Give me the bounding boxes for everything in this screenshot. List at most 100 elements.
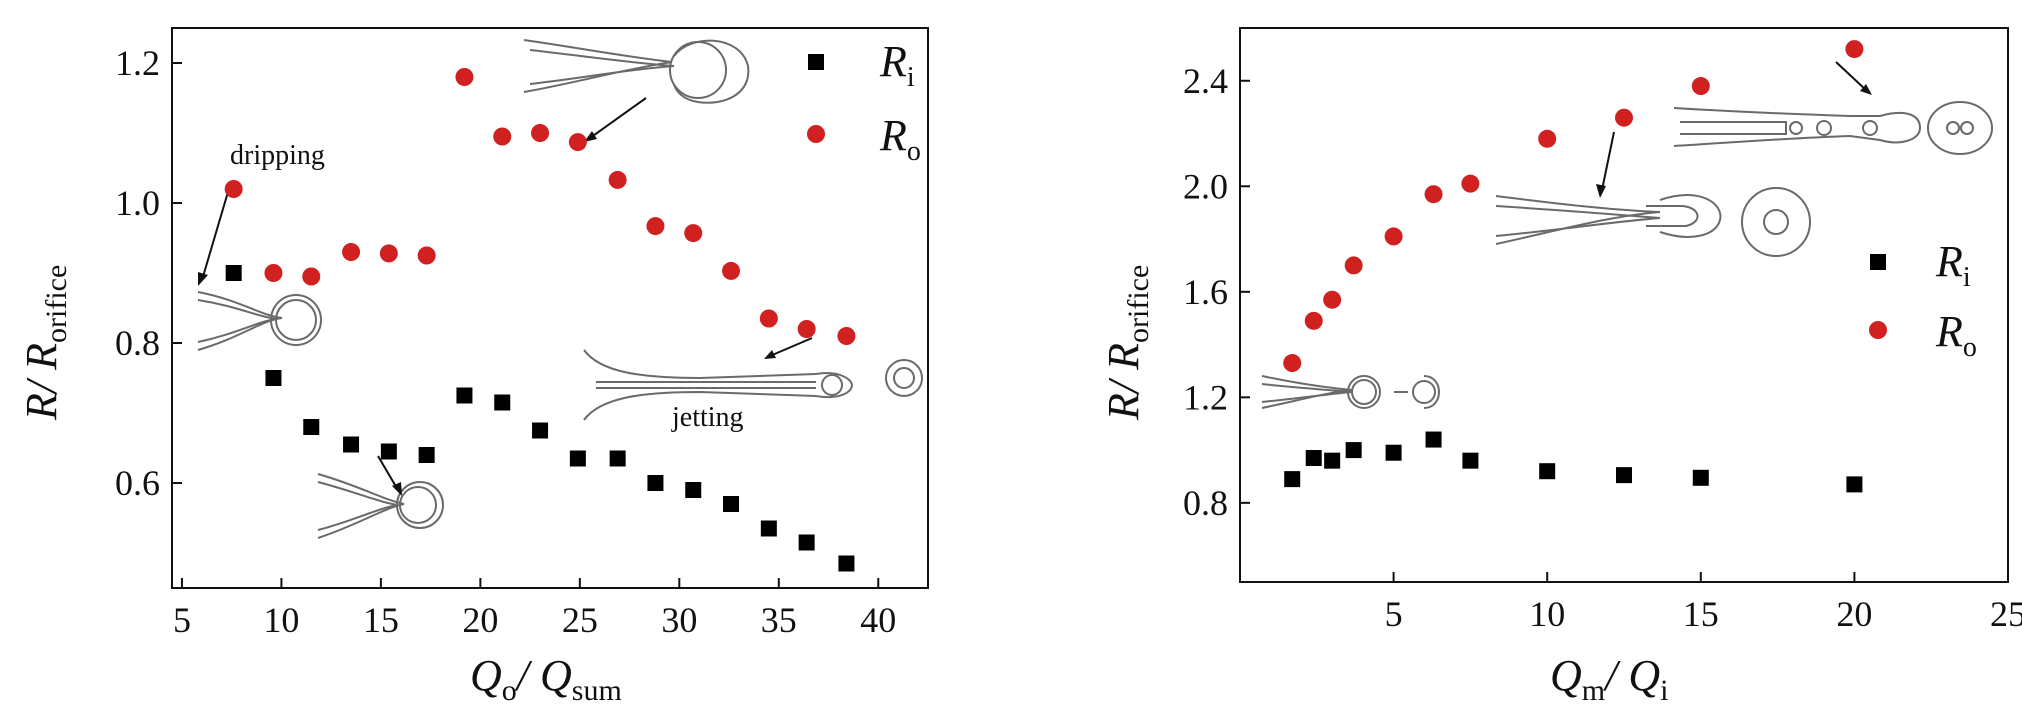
data-point-ro <box>1304 311 1323 330</box>
data-point-ri <box>1425 431 1442 448</box>
right-chart: 5 10 15 20 25 0.8 1.2 1.6 2.0 2.4 <box>1099 27 2022 707</box>
data-point-ro <box>1323 290 1342 309</box>
data-point-ri <box>569 450 586 467</box>
x-tick-label: 40 <box>860 600 896 640</box>
data-point-ro <box>608 170 627 189</box>
y-tick-label: 2.4 <box>1183 61 1228 101</box>
right-sketch-top <box>1673 101 1993 155</box>
legend-ro-marker-right <box>1869 321 1887 339</box>
data-point-ro <box>646 217 665 236</box>
data-point-ro <box>224 180 243 198</box>
data-point-ri <box>798 534 815 551</box>
y-tick-label: 0.6 <box>115 463 160 503</box>
y-tick-label: 0.8 <box>115 323 160 363</box>
left-y-axis-title: R/ Rorifice <box>17 265 73 421</box>
data-point-ro <box>379 244 398 263</box>
legend-ri-marker <box>808 54 824 70</box>
data-point-ri <box>532 422 549 439</box>
y-tick-label: 2.0 <box>1183 166 1228 206</box>
data-point-ro <box>493 127 512 146</box>
data-point-ro <box>1384 227 1403 246</box>
data-point-ro <box>417 246 436 265</box>
data-point-ri <box>418 447 435 463</box>
data-point-ro <box>797 320 816 338</box>
left-sketch-dripping <box>197 291 322 351</box>
legend-ri-label-right: Ri <box>1935 237 1971 293</box>
y-tick-label: 1.2 <box>115 43 160 83</box>
data-point-ro <box>722 261 741 280</box>
data-point-ro <box>568 133 587 152</box>
data-point-ro <box>759 309 778 328</box>
left-sketch-top <box>523 39 750 104</box>
x-tick-label: 10 <box>263 600 299 640</box>
x-tick-label: 5 <box>1385 594 1403 634</box>
annotation-dripping: dripping <box>230 140 325 171</box>
data-point-ri <box>1539 463 1556 480</box>
data-point-ri <box>303 419 320 435</box>
x-tick-label: 20 <box>462 600 498 640</box>
x-tick-label: 15 <box>363 600 399 640</box>
right-sketch-middle <box>1495 187 1811 257</box>
data-point-ro <box>1424 185 1443 204</box>
x-tick-label: 25 <box>1990 594 2022 634</box>
data-point-ri <box>1305 450 1322 467</box>
right-series-ro <box>1283 40 1864 373</box>
data-point-ri <box>456 387 473 404</box>
data-point-ri <box>1616 467 1632 484</box>
legend-ri-marker-right <box>1870 254 1886 270</box>
data-point-ro <box>1615 108 1633 127</box>
legend-ro-label: Ro <box>879 111 921 167</box>
data-point-ri <box>343 436 360 453</box>
data-point-ri <box>609 450 626 467</box>
data-point-ri <box>494 394 511 411</box>
right-tick-labels: 5 10 15 20 25 0.8 1.2 1.6 2.0 2.4 <box>1183 61 2022 634</box>
data-point-ri <box>1324 452 1341 469</box>
left-sketch-jetting <box>583 349 923 421</box>
data-point-ri <box>838 555 855 572</box>
data-point-ri <box>647 475 664 491</box>
x-tick-label: 10 <box>1529 594 1565 634</box>
data-point-ri <box>1462 452 1479 469</box>
data-point-ro <box>1461 174 1480 193</box>
data-point-ro <box>1344 256 1363 275</box>
left-legend: Ri Ro <box>807 37 921 167</box>
annotation-jetting: jetting <box>671 402 744 433</box>
x-tick-label: 25 <box>562 600 598 640</box>
data-point-ro <box>1283 354 1302 373</box>
data-point-ro <box>342 243 361 261</box>
left-arrows <box>198 97 813 496</box>
data-point-ri <box>760 520 777 537</box>
right-sketch-small <box>1261 375 1440 409</box>
data-point-ri <box>1846 476 1863 493</box>
data-point-ri <box>685 482 702 498</box>
legend-ri-label: Ri <box>879 37 915 93</box>
data-point-ro <box>1845 40 1864 59</box>
x-tick-label: 15 <box>1683 594 1719 634</box>
right-plot-frame <box>1239 27 2009 583</box>
right-arrows <box>1596 61 1872 198</box>
legend-ro-marker <box>807 125 825 143</box>
data-point-ro <box>455 68 474 86</box>
right-series-ri <box>1284 431 1863 493</box>
right-legend: Ri Ro <box>1869 237 1977 363</box>
data-point-ri <box>723 496 740 512</box>
right-ticks <box>1240 79 2009 582</box>
y-tick-label: 1.2 <box>1183 377 1228 417</box>
left-sketch-middle <box>317 473 444 539</box>
y-tick-label: 0.8 <box>1183 483 1228 523</box>
data-point-ri <box>1692 469 1709 486</box>
data-point-ro <box>1538 129 1557 148</box>
right-y-axis-title: R/ Rorifice <box>1099 265 1155 421</box>
data-point-ro <box>264 264 283 282</box>
x-tick-label: 30 <box>661 600 697 640</box>
left-x-axis-title: Qo/ Qsum <box>470 651 622 707</box>
left-series-ri <box>225 265 855 572</box>
x-tick-label: 20 <box>1836 594 1872 634</box>
right-x-axis-title: Qm/ Qi <box>1550 651 1668 707</box>
left-plot-frame <box>171 27 929 589</box>
left-tick-labels: 5 10 15 20 25 30 35 40 0.6 0.8 1.0 1.2 <box>115 43 896 640</box>
x-tick-label: 5 <box>173 600 191 640</box>
data-point-ri <box>225 265 242 281</box>
data-point-ro <box>837 327 856 345</box>
